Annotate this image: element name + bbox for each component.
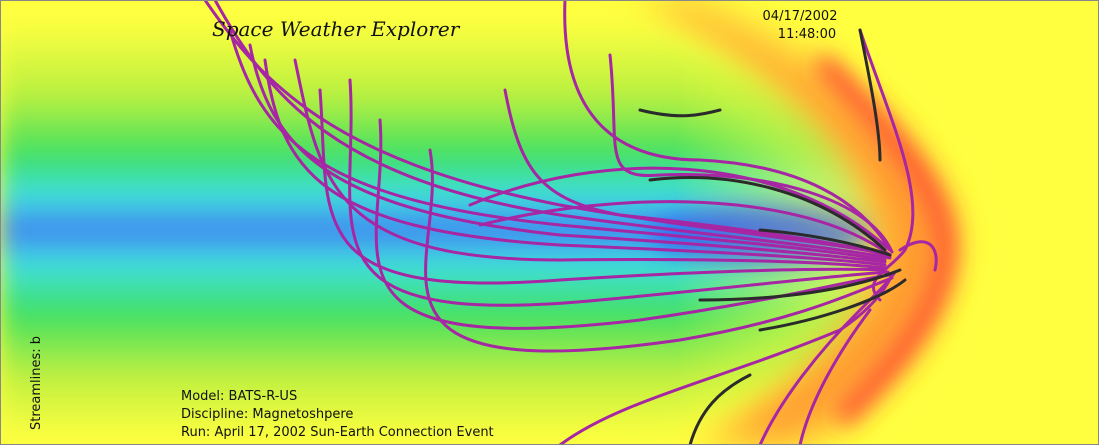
time: 11:48:00 — [778, 27, 836, 42]
bow-shock-glow — [640, 0, 951, 445]
run-info: Run: April 17, 2002 Sun-Earth Connection… — [181, 425, 494, 440]
app-title: Space Weather Explorer — [212, 17, 461, 41]
bow-shock — [813, 53, 955, 427]
date: 04/17/2002 — [763, 9, 838, 24]
streamlines-label: Streamlines: b — [29, 336, 44, 430]
streamlines — [203, 0, 938, 445]
discipline-info: Discipline: Magnetoshpere — [181, 407, 353, 422]
model-info: Model: BATS-R-US — [181, 389, 297, 404]
